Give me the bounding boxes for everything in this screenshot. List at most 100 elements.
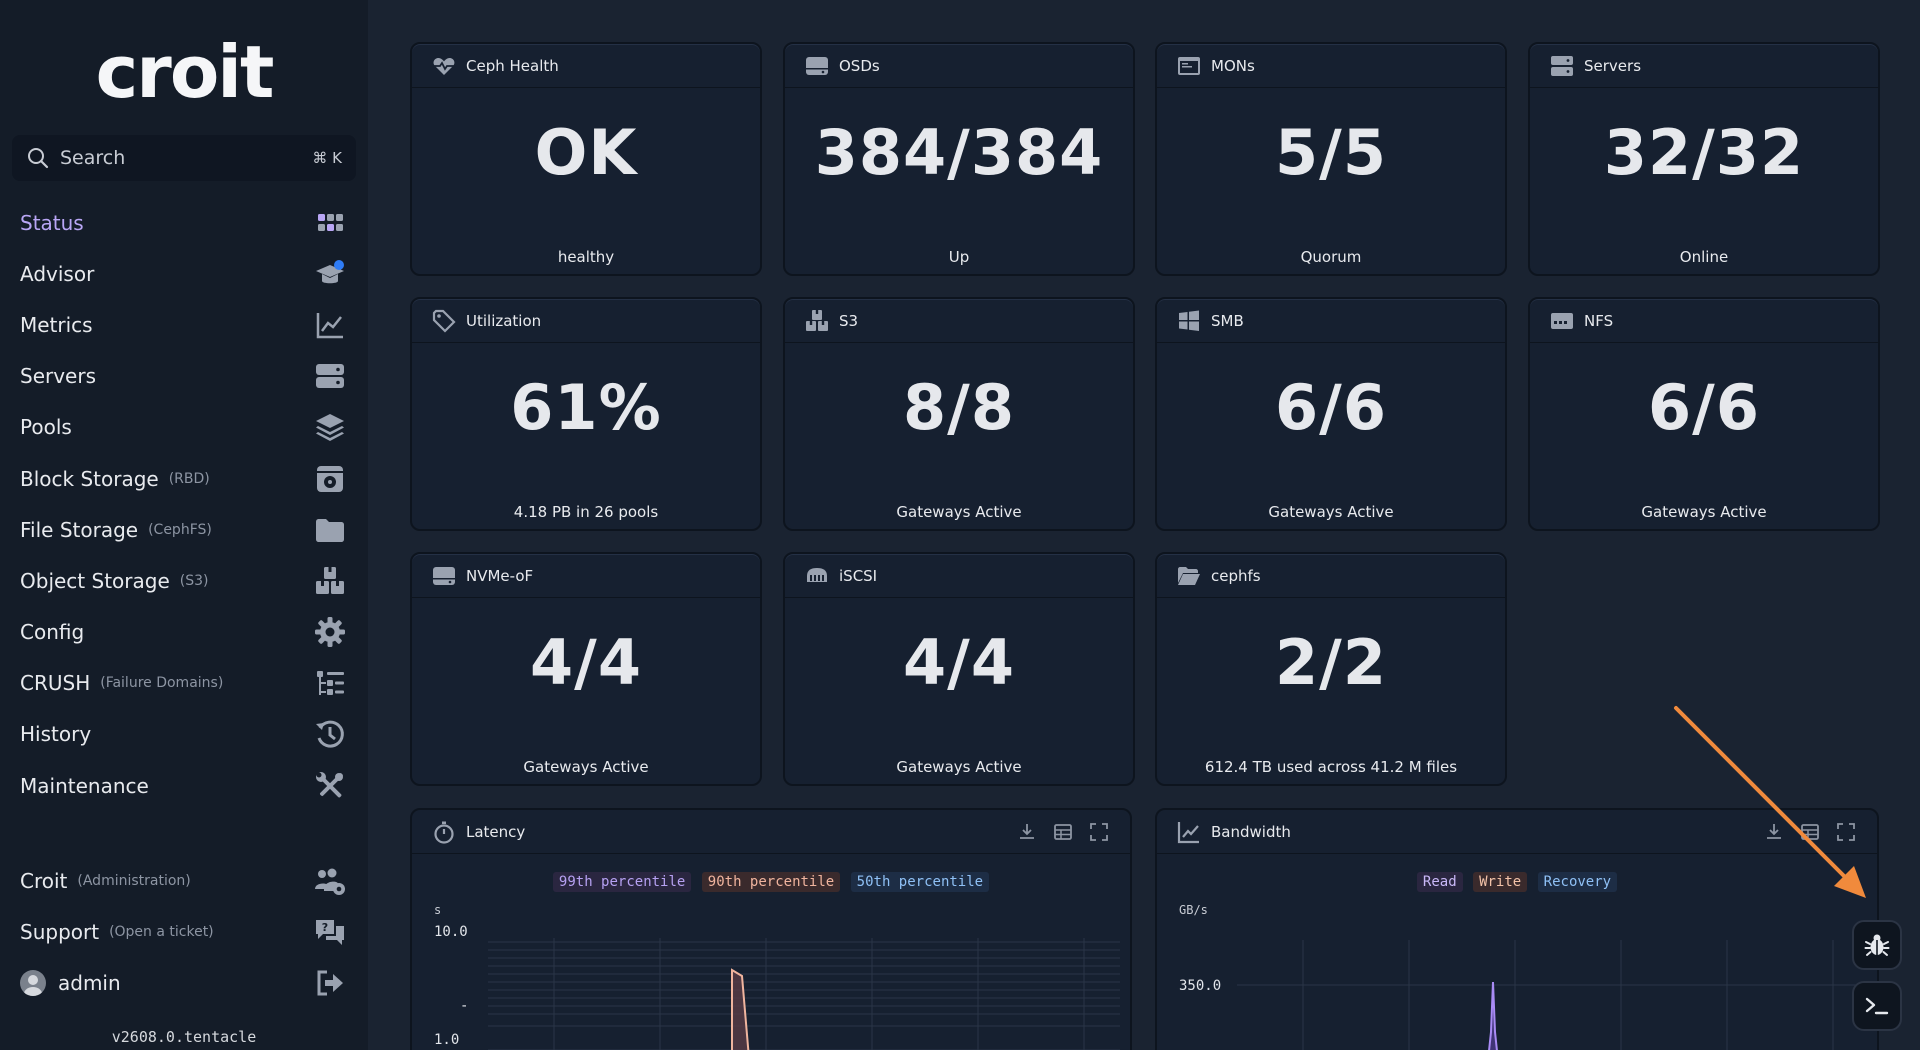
table-icon[interactable]	[1052, 821, 1074, 843]
card-value: 61%	[510, 371, 662, 444]
latency-chart	[488, 938, 1120, 1050]
graduation-cap-icon	[314, 258, 346, 290]
card-title: NVMe-oF	[466, 566, 534, 585]
card-title: NFS	[1584, 311, 1614, 330]
series-p90-line	[731, 968, 750, 1050]
iscsi-icon	[807, 567, 827, 582]
nav-label: Pools	[20, 415, 72, 440]
nav-label: Status	[20, 210, 84, 235]
nav-item-servers[interactable]: Servers	[0, 351, 368, 402]
nav-sublabel: (Failure Domains)	[100, 675, 224, 692]
card-value: 4/4	[903, 626, 1015, 699]
download-icon[interactable]	[1763, 821, 1785, 843]
legend-p50[interactable]: 50th percentile	[850, 872, 990, 892]
bandwidth-chart	[1237, 940, 1877, 1050]
nav-item-pools[interactable]: Pools	[0, 402, 368, 453]
card-caption: Gateways Active	[896, 758, 1022, 776]
card-nvme-of[interactable]: NVMe-oF 4/4 Gateways Active	[410, 552, 762, 786]
legend-read[interactable]: Read	[1416, 872, 1463, 892]
sidebar: croit Search ⌘ K Status Advisor Metrics …	[0, 0, 368, 1050]
card-servers[interactable]: Servers 32/32 Online	[1528, 42, 1880, 276]
card-value: 32/32	[1603, 116, 1805, 189]
nav-item-history[interactable]: History	[0, 709, 368, 760]
panel-title: Bandwidth	[1211, 822, 1291, 841]
nav-label: Object Storage	[20, 568, 170, 593]
legend-p99[interactable]: 99th percentile	[552, 872, 692, 892]
card-cephfs[interactable]: cephfs 2/2 612.4 TB used across 41.2 M f…	[1155, 552, 1507, 786]
card-value: 6/6	[1648, 371, 1760, 444]
legend-write[interactable]: Write	[1473, 872, 1528, 892]
card-utilization[interactable]: Utilization 61% 4.18 PB in 26 pools	[410, 297, 762, 531]
series-p90-area	[732, 970, 749, 1050]
nav-label: History	[20, 722, 92, 747]
card-nfs[interactable]: NFS 6/6 Gateways Active	[1528, 297, 1880, 531]
search-shortcut: ⌘ K	[312, 149, 342, 167]
line-chart-icon	[1177, 821, 1199, 843]
search-label: Search	[60, 147, 126, 169]
nav-item-config[interactable]: Config	[0, 607, 368, 658]
nav-label: Servers	[20, 364, 97, 389]
nav-item-croit-admin[interactable]: Croit (Administration)	[0, 855, 368, 906]
legend-p90[interactable]: 90th percentile	[701, 872, 841, 892]
nav-item-object-storage[interactable]: Object Storage (S3)	[0, 555, 368, 606]
card-caption: Online	[1679, 248, 1729, 266]
nav-item-maintenance[interactable]: Maintenance	[0, 760, 368, 811]
layers-icon	[314, 411, 346, 443]
drive-icon	[806, 56, 828, 75]
card-caption: Gateways Active	[896, 503, 1022, 521]
legend-recovery[interactable]: Recovery	[1537, 872, 1618, 892]
croit-logo[interactable]: croit	[95, 30, 275, 114]
tag-icon	[432, 309, 456, 333]
nav-label: Config	[20, 620, 85, 645]
nav-item-file-storage[interactable]: File Storage (CephFS)	[0, 504, 368, 555]
nav-item-advisor[interactable]: Advisor	[0, 248, 368, 299]
y-axis-unit: GB/s	[1179, 903, 1208, 917]
nav-item-status[interactable]: Status	[0, 197, 368, 248]
windows-icon	[1179, 310, 1199, 331]
terminal-button[interactable]	[1852, 981, 1902, 1031]
annotation-arrow	[1674, 706, 1866, 898]
fullscreen-icon[interactable]	[1088, 821, 1110, 843]
server-icon	[314, 360, 346, 392]
card-value: 6/6	[1275, 371, 1387, 444]
nav-sublabel: (CephFS)	[148, 521, 212, 538]
nav-label: Block Storage	[20, 466, 159, 491]
panel-bandwidth: Bandwidth Read Write Recovery GB/s 350.0	[1155, 808, 1879, 1050]
card-smb[interactable]: SMB 6/6 Gateways Active	[1155, 297, 1507, 531]
search-icon	[28, 148, 49, 169]
card-value: 2/2	[1275, 626, 1387, 699]
nav-item-metrics[interactable]: Metrics	[0, 299, 368, 350]
gridlines	[488, 938, 1120, 1050]
version-label: v2608.0.tentacle	[111, 1028, 257, 1046]
nav-label: CRUSH	[20, 671, 91, 696]
card-osds[interactable]: OSDs 384/384 Up	[783, 42, 1135, 276]
card-value: 4/4	[530, 626, 642, 699]
fullscreen-icon[interactable]	[1835, 821, 1857, 843]
y-axis-unit: s	[434, 903, 442, 917]
nav-menu: Status Advisor Metrics Servers Pools Blo…	[0, 197, 368, 811]
card-caption: 612.4 TB used across 41.2 M files	[1204, 758, 1458, 776]
y-tick: 1.0	[434, 1032, 460, 1048]
chart-legend: 99th percentile 90th percentile 50th per…	[412, 872, 1130, 892]
logout-icon[interactable]	[314, 967, 346, 999]
card-ceph-health[interactable]: Ceph Health OK healthy	[410, 42, 762, 276]
download-icon[interactable]	[1016, 821, 1038, 843]
bug-icon	[1864, 934, 1890, 956]
boxes-icon	[806, 309, 828, 331]
search-bar[interactable]: Search ⌘ K	[12, 135, 356, 181]
gear-icon	[314, 616, 346, 648]
card-s3[interactable]: S3 8/8 Gateways Active	[783, 297, 1135, 531]
gridlines	[1237, 940, 1877, 1050]
nav-item-admin-user[interactable]: admin	[0, 957, 368, 1008]
nav-item-support[interactable]: Support (Open a ticket) ?	[0, 906, 368, 957]
card-title: Ceph Health	[466, 56, 559, 75]
chart-legend: Read Write Recovery	[1157, 872, 1877, 892]
card-mons[interactable]: MONs 5/5 Quorum	[1155, 42, 1507, 276]
bug-report-button[interactable]	[1852, 920, 1902, 970]
y-tick: 10.0	[434, 924, 468, 940]
monitor-icon	[1178, 56, 1200, 75]
nav-item-block-storage[interactable]: Block Storage (RBD)	[0, 453, 368, 504]
drive-icon	[433, 566, 455, 585]
nav-item-crush[interactable]: CRUSH (Failure Domains)	[0, 658, 368, 709]
card-iscsi[interactable]: iSCSI 4/4 Gateways Active	[783, 552, 1135, 786]
